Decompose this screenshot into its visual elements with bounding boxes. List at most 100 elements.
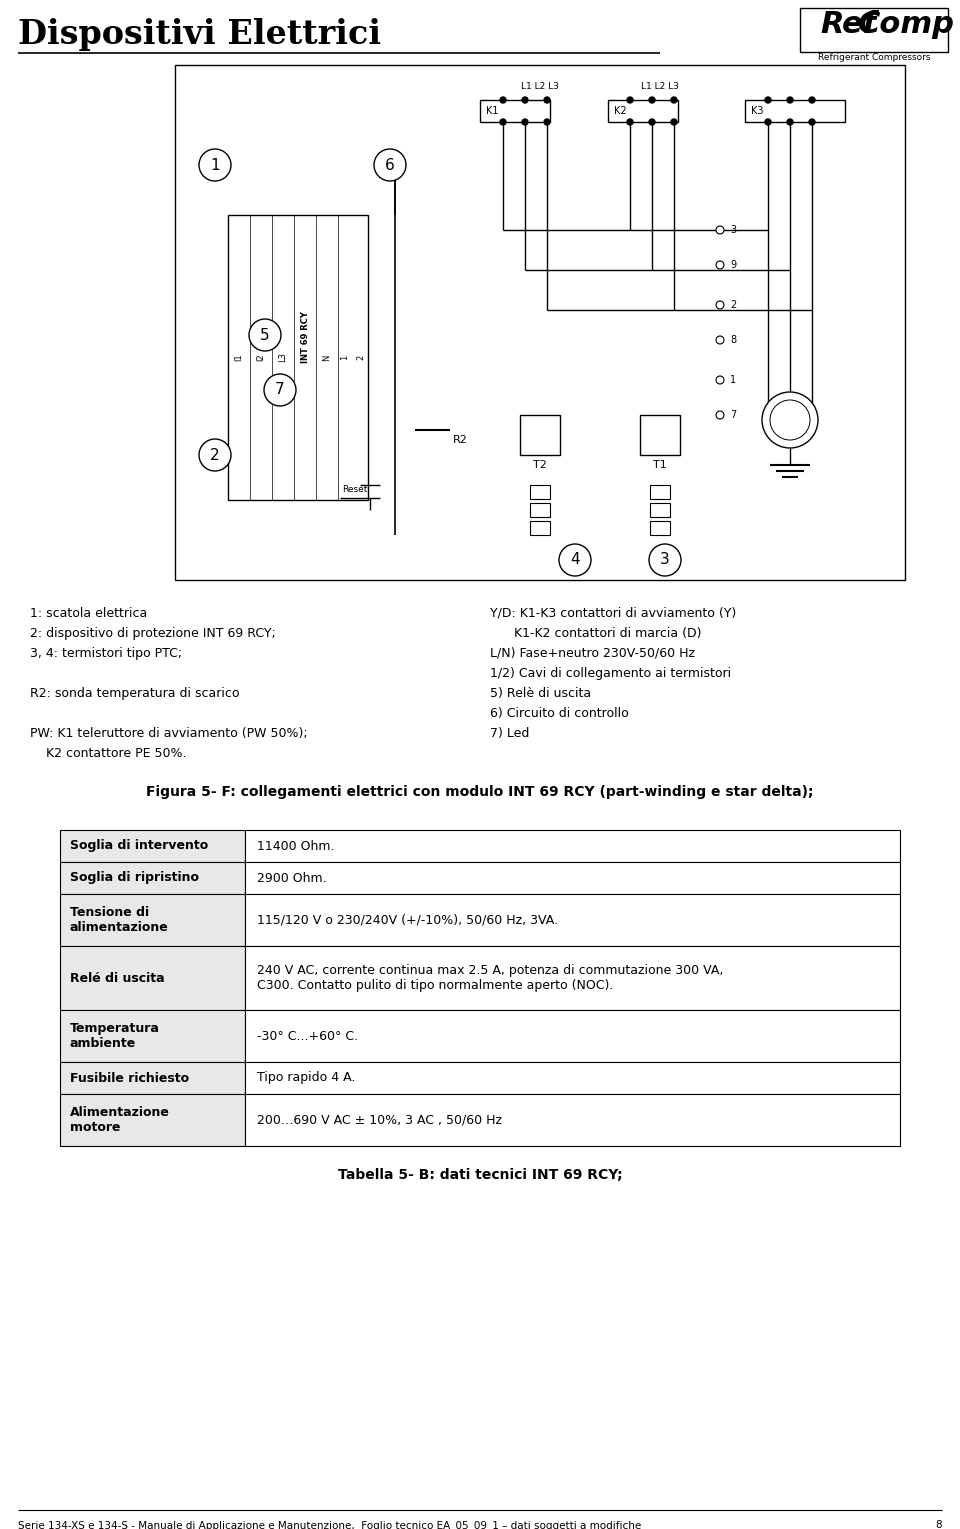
Circle shape: [500, 96, 506, 102]
Text: 9: 9: [730, 260, 736, 271]
Text: Y/D: K1-K3 contattori di avviamento (Y): Y/D: K1-K3 contattori di avviamento (Y): [490, 607, 736, 619]
Text: Reset: Reset: [343, 486, 368, 494]
Circle shape: [716, 376, 724, 384]
Text: 6) Circuito di controllo: 6) Circuito di controllo: [490, 706, 629, 720]
Bar: [530, 521, 550, 535]
Text: K1: K1: [486, 106, 498, 116]
Text: L/N) Fase+neutro 230V-50/60 Hz: L/N) Fase+neutro 230V-50/60 Hz: [490, 647, 695, 661]
Circle shape: [787, 119, 793, 125]
Bar: [520, 414, 560, 456]
Circle shape: [716, 301, 724, 309]
Bar: [650, 521, 670, 535]
Circle shape: [716, 261, 724, 269]
Text: 1: 1: [730, 375, 736, 385]
Circle shape: [522, 96, 528, 102]
Bar: [640, 414, 680, 456]
Text: Refrigerant Compressors: Refrigerant Compressors: [818, 54, 930, 63]
Text: 115/120 V o 230/240V (+/-10%), 50/60 Hz, 3VA.: 115/120 V o 230/240V (+/-10%), 50/60 Hz,…: [257, 913, 558, 927]
Text: Tensione di
alimentazione: Tensione di alimentazione: [70, 907, 169, 934]
Bar: [245, 830, 900, 862]
Text: 1: 1: [210, 157, 220, 173]
Text: 240 V AC, corrente continua max 2.5 A, potenza di commutazione 300 VA,
C300. Con: 240 V AC, corrente continua max 2.5 A, p…: [257, 963, 724, 992]
Circle shape: [765, 119, 771, 125]
Text: Soglia di intervento: Soglia di intervento: [70, 839, 208, 853]
Text: l2: l2: [256, 353, 266, 361]
Text: K2 contattore PE 50%.: K2 contattore PE 50%.: [30, 748, 186, 760]
Circle shape: [716, 336, 724, 344]
Bar: [175, 66, 905, 579]
Text: 11400 Ohm.: 11400 Ohm.: [257, 839, 334, 853]
Circle shape: [787, 96, 793, 102]
Text: 2: 2: [210, 448, 220, 462]
Text: Tipo rapido 4 A.: Tipo rapido 4 A.: [257, 1072, 355, 1084]
Circle shape: [264, 375, 296, 407]
Bar: [530, 503, 550, 517]
Text: l1: l1: [234, 353, 244, 361]
Bar: [530, 485, 550, 498]
Bar: [245, 946, 900, 1011]
Text: 2: 2: [730, 300, 736, 310]
Text: 5: 5: [260, 327, 270, 342]
Bar: [245, 1095, 900, 1147]
Text: 5) Relè di uscita: 5) Relè di uscita: [490, 687, 591, 700]
Text: 3: 3: [730, 225, 736, 235]
Bar: [245, 1011, 900, 1063]
Text: 3, 4: termistori tipo PTC;: 3, 4: termistori tipo PTC;: [30, 647, 182, 661]
Bar: [650, 503, 670, 517]
Bar: [60, 830, 245, 862]
Bar: [800, 8, 948, 52]
Text: Fusibile richiesto: Fusibile richiesto: [70, 1072, 189, 1084]
Circle shape: [374, 148, 406, 180]
Text: R2: R2: [452, 434, 468, 445]
Bar: [60, 894, 245, 946]
Text: T2: T2: [533, 460, 547, 469]
Text: R2: sonda temperatura di scarico: R2: sonda temperatura di scarico: [30, 687, 239, 700]
Circle shape: [649, 119, 655, 125]
Bar: [60, 1011, 245, 1063]
Text: Dispositivi Elettrici: Dispositivi Elettrici: [18, 18, 381, 50]
Text: K3: K3: [751, 106, 763, 116]
Circle shape: [199, 148, 231, 180]
Circle shape: [671, 96, 677, 102]
Text: 8: 8: [730, 335, 736, 346]
Text: L1 L2 L3: L1 L2 L3: [641, 83, 679, 92]
Text: Tabella 5- B: dati tecnici INT 69 RCY;: Tabella 5- B: dati tecnici INT 69 RCY;: [338, 1168, 622, 1182]
Bar: [745, 99, 845, 122]
Text: Temperatura
ambiente: Temperatura ambiente: [70, 1021, 160, 1050]
Bar: [608, 99, 678, 122]
Circle shape: [649, 96, 655, 102]
Text: 3: 3: [660, 552, 670, 567]
Circle shape: [809, 119, 815, 125]
Text: INT 69 RCY: INT 69 RCY: [300, 312, 309, 364]
Text: Serie 134-XS e 134-S - Manuale di Applicazione e Manutenzione,  Foglio tecnico E: Serie 134-XS e 134-S - Manuale di Applic…: [18, 1520, 641, 1529]
Text: 7: 7: [730, 410, 736, 420]
Circle shape: [199, 439, 231, 471]
Text: L3: L3: [278, 353, 287, 362]
Circle shape: [500, 119, 506, 125]
Circle shape: [649, 544, 681, 576]
Circle shape: [765, 96, 771, 102]
Bar: [245, 862, 900, 894]
Circle shape: [762, 391, 818, 448]
Text: 4: 4: [570, 552, 580, 567]
Circle shape: [249, 320, 281, 352]
Text: 200…690 V AC ± 10%, 3 AC , 50/60 Hz: 200…690 V AC ± 10%, 3 AC , 50/60 Hz: [257, 1113, 502, 1127]
Bar: [480, 99, 550, 122]
Circle shape: [809, 96, 815, 102]
Text: N: N: [323, 355, 331, 361]
Bar: [60, 1095, 245, 1147]
Text: 7: 7: [276, 382, 285, 398]
Text: Ref: Ref: [820, 11, 876, 40]
Text: K1-K2 contattori di marcia (D): K1-K2 contattori di marcia (D): [490, 627, 702, 641]
Text: Soglia di ripristino: Soglia di ripristino: [70, 872, 199, 884]
Text: -30° C...+60° C.: -30° C...+60° C.: [257, 1029, 358, 1043]
Text: Figura 5- F: collegamenti elettrici con modulo INT 69 RCY (part-winding e star d: Figura 5- F: collegamenti elettrici con …: [146, 784, 814, 800]
Bar: [60, 862, 245, 894]
Text: Relé di uscita: Relé di uscita: [70, 971, 164, 985]
Bar: [228, 216, 368, 500]
Text: Comp: Comp: [858, 11, 955, 40]
Text: 7) Led: 7) Led: [490, 726, 529, 740]
Bar: [650, 485, 670, 498]
Circle shape: [544, 119, 550, 125]
Circle shape: [627, 96, 633, 102]
